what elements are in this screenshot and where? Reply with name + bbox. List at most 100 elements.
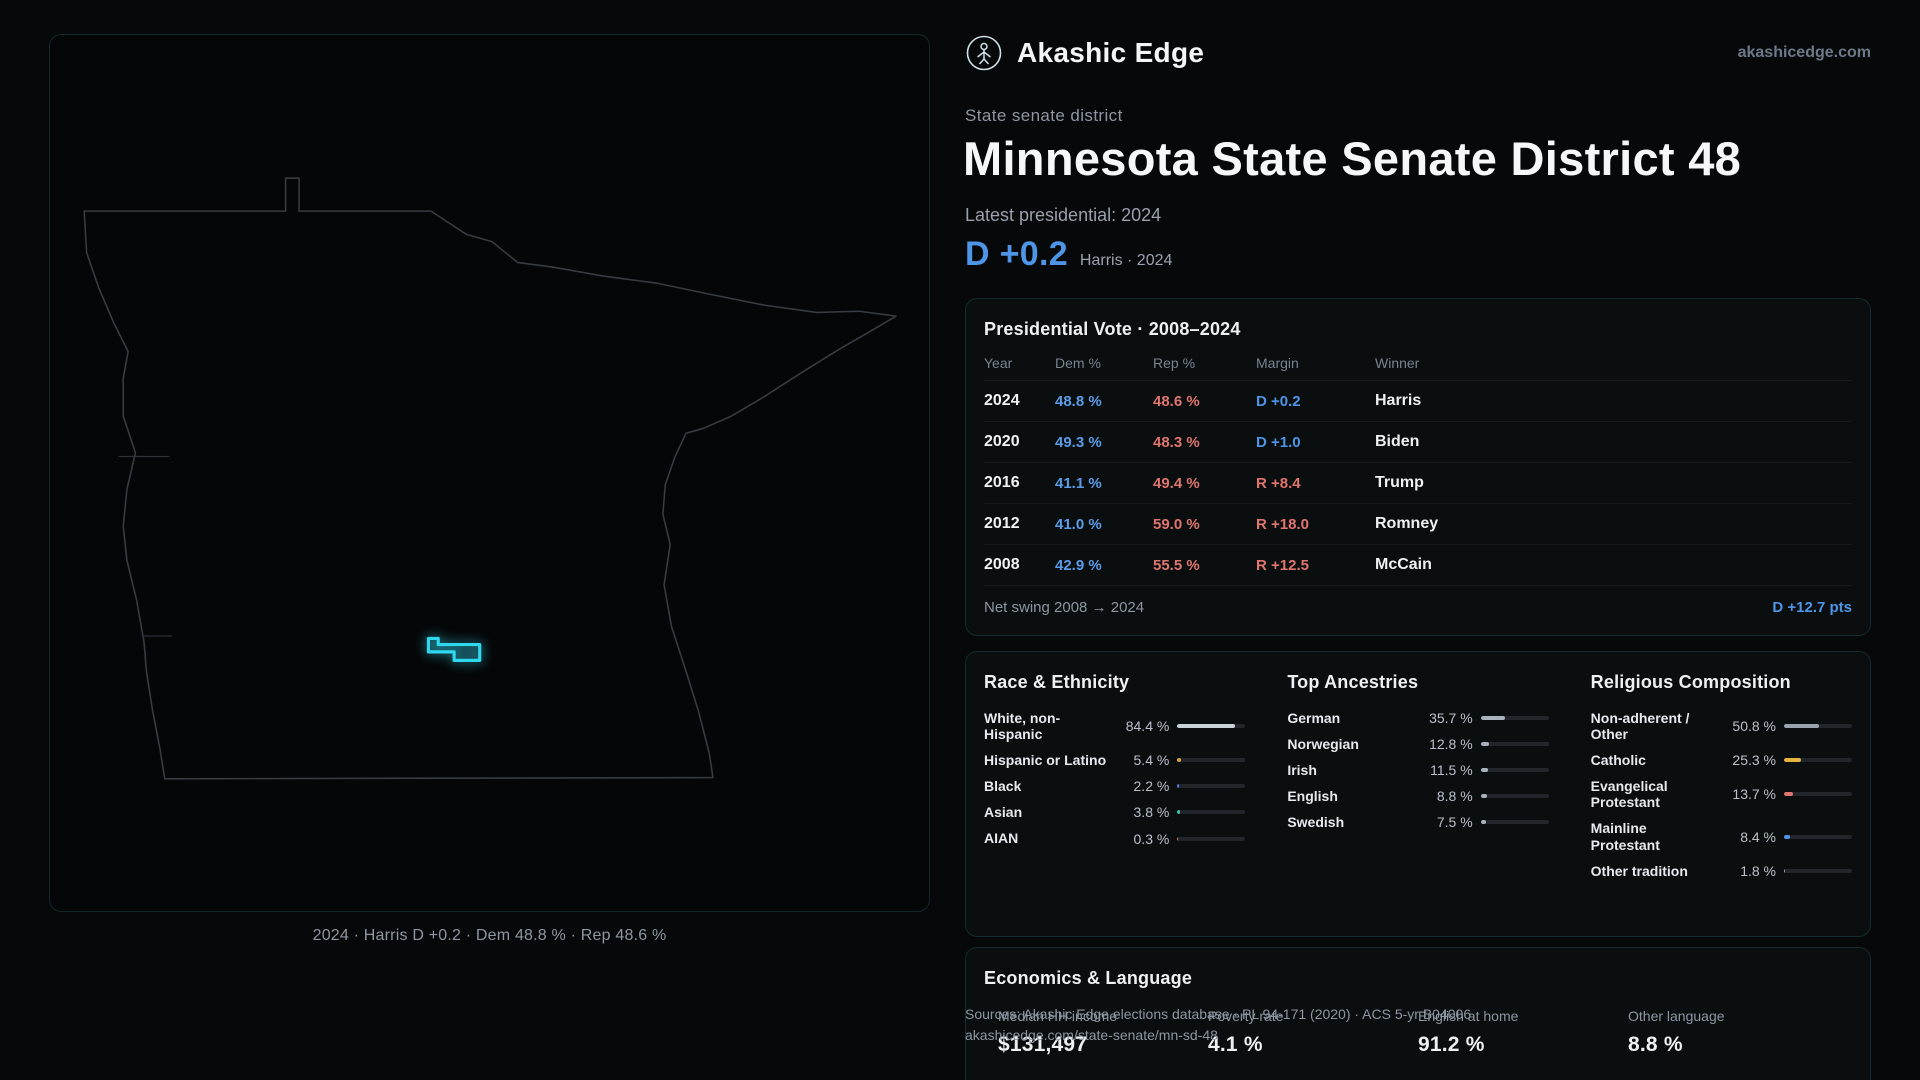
demo-label: AIAN (984, 830, 1019, 847)
demo-bar-fill (1480, 742, 1490, 747)
cell-rep: 55.5 % (1153, 556, 1200, 574)
cell-year: 2012 (984, 515, 1020, 532)
demo-label: Other tradition (1590, 862, 1688, 879)
site-link[interactable]: akashicedge.com (1737, 44, 1871, 61)
demo-bar-fill (1480, 768, 1489, 773)
presidential-vote-card: Presidential Vote · 2008–2024 Year Dem %… (965, 298, 1871, 636)
demo-value: 7.5 % (1436, 814, 1473, 831)
cell-winner: Biden (1375, 433, 1420, 450)
demo-row: Hispanic or Latino 5.4 % (984, 747, 1246, 773)
cell-dem: 48.8 % (1055, 392, 1102, 410)
stat-item: Poverty rate 4.1 % (1208, 1008, 1418, 1057)
demo-value: 8.8 % (1436, 788, 1473, 805)
demo-bar-track (1480, 742, 1549, 747)
demo-row: Other tradition 1.8 % (1591, 858, 1852, 884)
demo-bar-track (1177, 784, 1246, 789)
net-swing-label: Net swing 2008 → 2024 (984, 599, 1145, 616)
permalink[interactable]: akashicedge.com/state-senate/mn-sd-48 (965, 1027, 1218, 1043)
demo-bar-track (1784, 868, 1852, 873)
demo-label: Mainline Protestant (1590, 820, 1660, 853)
cell-margin: R +18.0 (1256, 515, 1309, 533)
cell-rep: 48.6 % (1153, 392, 1200, 410)
demo-value: 5.4 % (1133, 752, 1170, 769)
cell-dem: 41.0 % (1055, 515, 1102, 533)
demo-bar-fill (1784, 758, 1802, 763)
cell-margin: D +0.2 (1256, 392, 1301, 410)
table-row: 2008 42.9 % 55.5 % R +12.5 McCain (984, 545, 1852, 586)
net-swing-value: D +12.7 pts (1772, 599, 1852, 616)
stat-value: $131,497 (998, 1033, 1088, 1056)
demo-value: 13.7 % (1732, 786, 1776, 803)
col-rep: Rep % (1153, 355, 1196, 371)
stat-label: English at home (1418, 1008, 1519, 1024)
demo-bar-fill (1177, 784, 1179, 789)
demo-bar-fill (1177, 810, 1180, 815)
demo-value: 3.8 % (1133, 804, 1170, 821)
demo-row: Non-adherent / Other 50.8 % (1591, 705, 1852, 747)
margin-value: D +0.2 (965, 235, 1068, 273)
demo-bar-fill (1784, 834, 1790, 839)
map-caption: 2024 · Harris D +0.2 · Dem 48.8 % · Rep … (312, 927, 667, 944)
cell-margin: R +12.5 (1256, 556, 1309, 574)
demo-value: 0.3 % (1133, 830, 1170, 847)
demo-bar-track (1177, 724, 1246, 729)
stat-item: English at home 91.2 % (1418, 1008, 1628, 1057)
race-title: Race & Ethnicity (984, 672, 1130, 692)
table-row: 2020 49.3 % 48.3 % D +1.0 Biden (984, 422, 1852, 463)
demo-value: 84.4 % (1125, 718, 1170, 735)
cell-rep: 59.0 % (1153, 515, 1200, 533)
demo-row: Black 2.2 % (984, 773, 1246, 799)
demo-bar-fill (1480, 820, 1486, 825)
stat-label: Median HH income (998, 1008, 1118, 1024)
brand-name: Akashic Edge (1017, 37, 1205, 68)
demo-bar-fill (1177, 724, 1235, 729)
demo-label: Non-adherent / Other (1590, 710, 1690, 743)
economics-card: Economics & Language Median HH income $1… (965, 947, 1871, 1080)
economics-title: Economics & Language (984, 968, 1193, 988)
demo-value: 8.4 % (1740, 828, 1776, 845)
cell-rep: 48.3 % (1153, 433, 1200, 451)
cell-year: 2020 (984, 433, 1020, 450)
cell-rep: 49.4 % (1153, 474, 1200, 492)
demo-value: 12.8 % (1429, 736, 1473, 753)
map-panel (49, 34, 930, 912)
stat-value: 91.2 % (1418, 1033, 1485, 1056)
demo-label: Asian (984, 804, 1023, 821)
state-outline (83, 177, 897, 780)
table-row: 2016 41.1 % 49.4 % R +8.4 Trump (984, 463, 1852, 504)
demo-label: Swedish (1287, 814, 1345, 831)
demo-bar-track (1177, 810, 1246, 815)
economics-stats: Median HH income $131,497 Poverty rate 4… (984, 1004, 1852, 1057)
cell-margin: D +1.0 (1256, 433, 1301, 451)
demo-bar-track (1177, 758, 1246, 763)
table-row: 2024 48.8 % 48.6 % D +0.2 Harris (984, 381, 1852, 422)
margin-subtext: Harris · 2024 (1079, 252, 1173, 269)
demo-bar-fill (1480, 794, 1487, 799)
demo-label: English (1287, 788, 1338, 805)
demo-row: English 8.8 % (1287, 783, 1549, 809)
cell-winner: Harris (1375, 392, 1422, 409)
headline-margin: D +0.2 Harris · 2024 (965, 235, 1172, 274)
demo-row: Evangelical Protestant 13.7 % (1591, 773, 1852, 815)
cell-dem: 42.9 % (1055, 556, 1102, 574)
demo-bar-track (1480, 820, 1549, 825)
demo-bar-fill (1480, 716, 1505, 721)
minnesota-map (83, 177, 897, 780)
demo-bar-fill (1784, 868, 1786, 873)
latest-presidential-label: Latest presidential: 2024 (965, 205, 1162, 225)
ancestries-list: German 35.7 % Norwegian 12.8 % Irish 11.… (1287, 705, 1549, 835)
religion-section: Religious Composition Non-adherent / Oth… (1591, 670, 1852, 918)
cell-year: 2024 (984, 392, 1020, 409)
demo-row: Irish 11.5 % (1287, 757, 1549, 783)
race-list: White, non-Hispanic 84.4 % Hispanic or L… (984, 705, 1246, 852)
stat-label: Poverty rate (1208, 1008, 1284, 1024)
demo-label: Black (984, 778, 1022, 795)
ancestries-section: Top Ancestries German 35.7 % Norwegian 1… (1287, 670, 1549, 918)
demo-label: Norwegian (1287, 736, 1359, 753)
demo-label: Evangelical Protestant (1590, 778, 1668, 811)
stat-value: 8.8 % (1628, 1033, 1683, 1056)
demo-bar-track (1784, 792, 1852, 797)
col-winner: Winner (1375, 355, 1420, 371)
sources-text: Sources: Akashic Edge elections database… (965, 1006, 1472, 1022)
